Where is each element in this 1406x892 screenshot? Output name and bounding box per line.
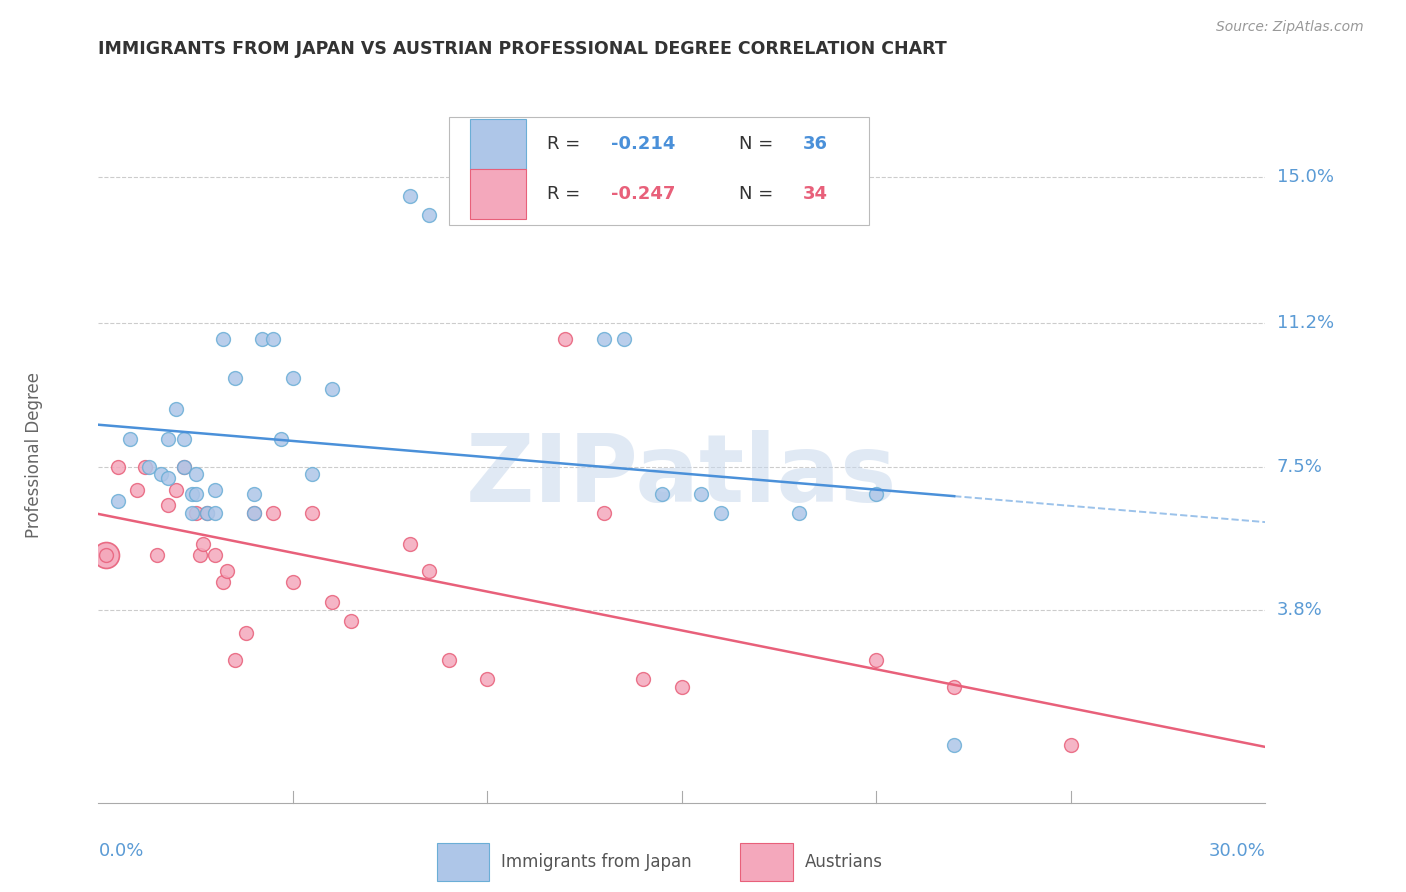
Point — [165, 401, 187, 416]
Point — [157, 471, 180, 485]
Point — [184, 467, 207, 482]
Point — [787, 506, 810, 520]
Point — [193, 537, 215, 551]
Point — [146, 549, 169, 563]
Text: 11.2%: 11.2% — [1277, 315, 1334, 333]
Text: N =: N = — [740, 135, 779, 153]
Point — [96, 549, 118, 563]
Point — [690, 486, 713, 500]
Text: Immigrants from Japan: Immigrants from Japan — [501, 853, 692, 871]
Point — [127, 483, 149, 497]
Point — [943, 680, 966, 694]
Point — [188, 549, 211, 563]
Point — [107, 494, 129, 508]
Point — [165, 483, 187, 497]
Point — [865, 486, 887, 500]
Text: R =: R = — [547, 185, 585, 203]
Point — [184, 506, 207, 520]
Text: 30.0%: 30.0% — [1209, 842, 1265, 860]
Point — [865, 653, 887, 667]
FancyBboxPatch shape — [449, 118, 869, 226]
FancyBboxPatch shape — [437, 843, 489, 881]
Point — [243, 506, 266, 520]
Text: N =: N = — [740, 185, 779, 203]
Point — [250, 332, 273, 346]
Point — [612, 332, 634, 346]
Point — [215, 564, 238, 578]
Point — [157, 433, 180, 447]
Point — [340, 614, 363, 628]
Point — [437, 653, 460, 667]
Point — [173, 459, 195, 474]
Text: IMMIGRANTS FROM JAPAN VS AUSTRIAN PROFESSIONAL DEGREE CORRELATION CHART: IMMIGRANTS FROM JAPAN VS AUSTRIAN PROFES… — [98, 40, 948, 58]
Point — [321, 382, 343, 396]
FancyBboxPatch shape — [470, 169, 526, 219]
Point — [593, 332, 616, 346]
Point — [157, 498, 180, 512]
Point — [235, 625, 257, 640]
Text: 3.8%: 3.8% — [1277, 600, 1322, 618]
Text: ZIPatlas: ZIPatlas — [467, 430, 897, 522]
Point — [173, 459, 195, 474]
Point — [118, 433, 141, 447]
Point — [96, 549, 118, 563]
Point — [204, 549, 226, 563]
Point — [651, 486, 673, 500]
Point — [107, 459, 129, 474]
Point — [212, 575, 235, 590]
Point — [418, 208, 440, 222]
Text: 7.5%: 7.5% — [1277, 458, 1323, 475]
Point — [1060, 738, 1083, 752]
Point — [180, 486, 202, 500]
Point — [212, 332, 235, 346]
Point — [301, 467, 323, 482]
FancyBboxPatch shape — [470, 119, 526, 169]
FancyBboxPatch shape — [741, 843, 793, 881]
Point — [138, 459, 160, 474]
Text: R =: R = — [547, 135, 585, 153]
Point — [243, 486, 266, 500]
Point — [418, 564, 440, 578]
Point — [281, 575, 304, 590]
Text: -0.247: -0.247 — [610, 185, 675, 203]
Text: Source: ZipAtlas.com: Source: ZipAtlas.com — [1216, 20, 1364, 34]
Point — [149, 467, 172, 482]
Point — [180, 506, 202, 520]
Point — [281, 370, 304, 384]
Point — [477, 672, 499, 686]
Point — [173, 433, 195, 447]
Point — [270, 433, 292, 447]
Point — [262, 332, 284, 346]
Point — [710, 506, 733, 520]
Text: 34: 34 — [803, 185, 828, 203]
Point — [195, 506, 218, 520]
Point — [243, 506, 266, 520]
Point — [224, 370, 246, 384]
Point — [184, 486, 207, 500]
Text: 36: 36 — [803, 135, 828, 153]
Text: -0.214: -0.214 — [610, 135, 675, 153]
Text: Austrians: Austrians — [804, 853, 883, 871]
Point — [943, 738, 966, 752]
Point — [321, 595, 343, 609]
Point — [593, 506, 616, 520]
Point — [224, 653, 246, 667]
Point — [262, 506, 284, 520]
Point — [195, 506, 218, 520]
Point — [204, 483, 226, 497]
Point — [398, 189, 420, 203]
Text: 0.0%: 0.0% — [98, 842, 143, 860]
Text: Professional Degree: Professional Degree — [25, 372, 44, 538]
Text: 15.0%: 15.0% — [1277, 168, 1333, 186]
Point — [301, 506, 323, 520]
Point — [398, 537, 420, 551]
Point — [671, 680, 693, 694]
Point — [134, 459, 156, 474]
Point — [554, 332, 576, 346]
Point — [631, 672, 654, 686]
Point — [204, 506, 226, 520]
